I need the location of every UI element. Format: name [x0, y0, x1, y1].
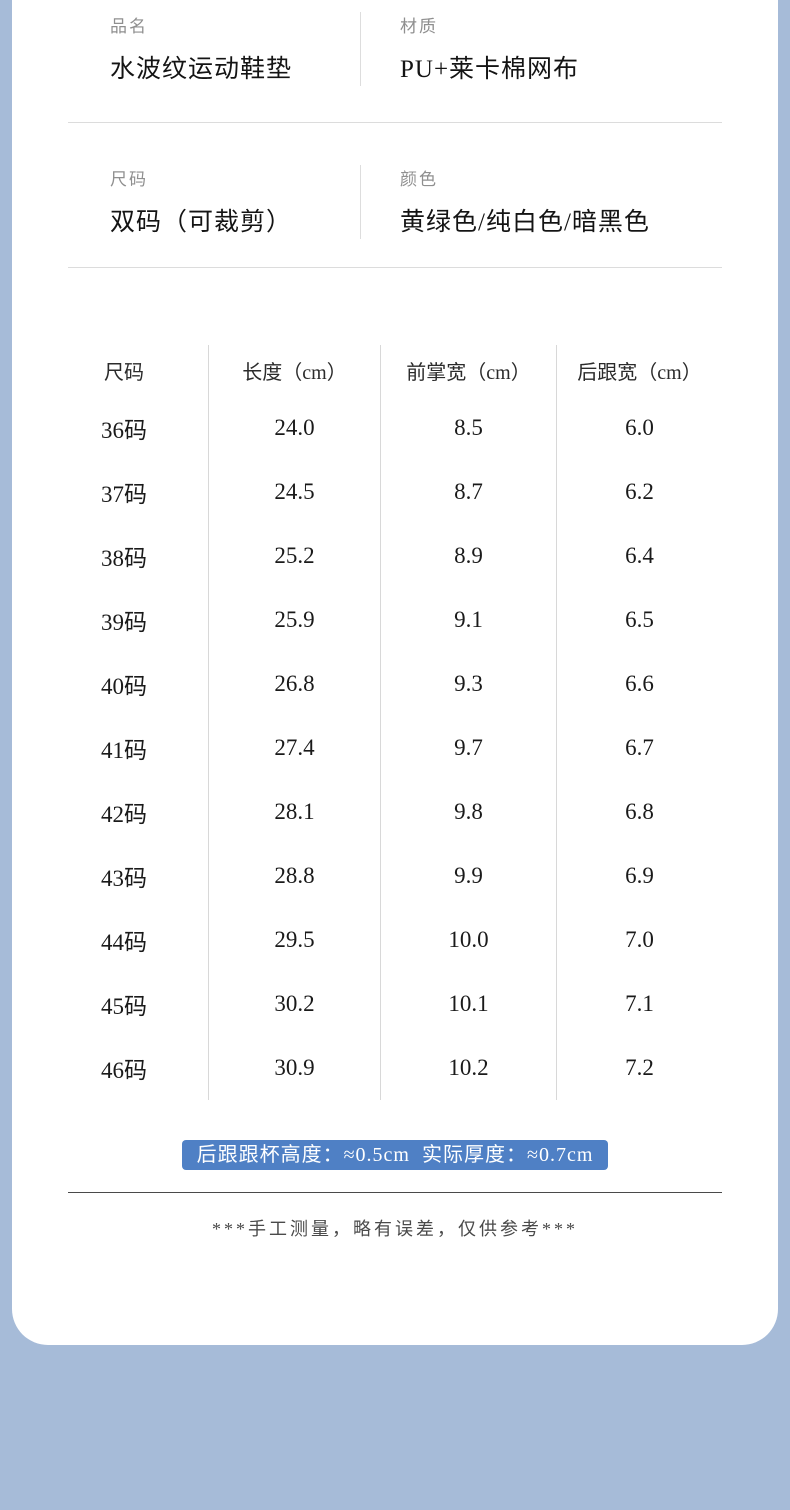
table-cell: 25.9: [208, 588, 380, 652]
table-cell: 27.4: [208, 716, 380, 780]
table-cell: 6.4: [556, 524, 722, 588]
table-cell: 36码: [101, 418, 147, 443]
size-table: 尺码 长度（cm） 前掌宽（cm） 后跟宽（cm） 36码 24.0 8.5 6.0 3…: [68, 345, 722, 1100]
header-forefoot-width: 前掌宽（cm）: [380, 345, 556, 396]
table-row: 46码 30.9 10.2 7.2: [68, 1036, 722, 1100]
table-cell: 42码: [101, 802, 147, 827]
header-length: 长度（cm）: [208, 345, 380, 396]
size-value: 双码（可裁剪）: [110, 209, 293, 236]
table-cell: 10.0: [380, 908, 556, 972]
table-cell: 30.9: [208, 1036, 380, 1100]
table-cell: 25.2: [208, 524, 380, 588]
info-cell-color: 颜色 黄绿色/纯白色/暗黑色: [361, 165, 650, 238]
table-cell: 10.1: [380, 972, 556, 1036]
table-cell: 8.7: [380, 460, 556, 524]
product-name-label: 品名: [110, 17, 148, 36]
table-cell: 45码: [101, 994, 147, 1019]
table-cell: 37码: [101, 482, 147, 507]
table-row: 43码 28.8 9.9 6.9: [68, 844, 722, 908]
table-cell: 28.8: [208, 844, 380, 908]
info-row-name-material: 品名 水波纹运动鞋垫 材质 PU+莱卡棉网布: [12, 0, 778, 122]
table-cell: 7.0: [556, 908, 722, 972]
table-row: 39码 25.9 9.1 6.5: [68, 588, 722, 652]
info-cell-size: 尺码 双码（可裁剪）: [110, 165, 360, 238]
vertical-divider: [360, 12, 361, 86]
table-row: 42码 28.1 9.8 6.8: [68, 780, 722, 844]
table-cell: 44码: [101, 930, 147, 955]
table-cell: 9.7: [380, 716, 556, 780]
horizontal-divider: [68, 122, 722, 123]
table-cell: 9.8: [380, 780, 556, 844]
color-label: 颜色: [400, 170, 438, 189]
table-cell: 40码: [101, 674, 147, 699]
header-heel-width: 后跟宽（cm）: [556, 345, 722, 396]
table-cell: 6.0: [556, 396, 722, 460]
info-cell-product-name: 品名 水波纹运动鞋垫: [110, 12, 360, 85]
table-cell: 7.1: [556, 972, 722, 1036]
table-row: 40码 26.8 9.3 6.6: [68, 652, 722, 716]
table-row: 41码 27.4 9.7 6.7: [68, 716, 722, 780]
table-cell: 6.9: [556, 844, 722, 908]
table-cell: 7.2: [556, 1036, 722, 1100]
table-row: 38码 25.2 8.9 6.4: [68, 524, 722, 588]
vertical-divider: [360, 165, 361, 239]
table-cell: 6.2: [556, 460, 722, 524]
table-cell: 6.8: [556, 780, 722, 844]
size-label: 尺码: [110, 170, 148, 189]
table-cell: 30.2: [208, 972, 380, 1036]
table-row: 45码 30.2 10.1 7.1: [68, 972, 722, 1036]
table-cell: 24.0: [208, 396, 380, 460]
material-label: 材质: [400, 17, 438, 36]
measurement-disclaimer: ***手工测量，略有误差，仅供参考***: [212, 1219, 578, 1239]
material-value: PU+莱卡棉网布: [400, 56, 580, 83]
table-cell: 38码: [101, 546, 147, 571]
table-row: 36码 24.0 8.5 6.0: [68, 396, 722, 460]
horizontal-divider-dark: [68, 1192, 722, 1193]
table-cell: 10.2: [380, 1036, 556, 1100]
badge-container: 后跟跟杯高度：≈0.5cm 实际厚度：≈0.7cm: [12, 1140, 778, 1170]
size-table-header: 尺码 长度（cm） 前掌宽（cm） 后跟宽（cm）: [68, 345, 722, 396]
table-cell: 9.9: [380, 844, 556, 908]
product-name-value: 水波纹运动鞋垫: [110, 56, 293, 83]
heel-cup-note-badge: 后跟跟杯高度：≈0.5cm 实际厚度：≈0.7cm: [181, 1140, 609, 1170]
table-cell: 9.3: [380, 652, 556, 716]
table-cell: 29.5: [208, 908, 380, 972]
product-spec-card: 品名 水波纹运动鞋垫 材质 PU+莱卡棉网布 尺码 双码（可裁剪） 颜色 黄绿色…: [12, 0, 778, 1345]
info-cell-material: 材质 PU+莱卡棉网布: [361, 12, 579, 85]
table-cell: 28.1: [208, 780, 380, 844]
table-row: 44码 29.5 10.0 7.0: [68, 908, 722, 972]
table-cell: 6.5: [556, 588, 722, 652]
table-cell: 6.7: [556, 716, 722, 780]
table-cell: 9.1: [380, 588, 556, 652]
table-cell: 8.5: [380, 396, 556, 460]
table-cell: 6.6: [556, 652, 722, 716]
table-cell: 39码: [101, 610, 147, 635]
table-cell: 46码: [101, 1058, 147, 1083]
table-cell: 43码: [101, 866, 147, 891]
color-value: 黄绿色/纯白色/暗黑色: [400, 209, 650, 236]
table-cell: 26.8: [208, 652, 380, 716]
table-cell: 24.5: [208, 460, 380, 524]
info-row-size-color: 尺码 双码（可裁剪） 颜色 黄绿色/纯白色/暗黑色: [12, 123, 778, 267]
horizontal-divider: [68, 267, 722, 268]
table-cell: 41码: [101, 738, 147, 763]
table-cell: 8.9: [380, 524, 556, 588]
size-table-body: 36码 24.0 8.5 6.0 37码 24.5 8.7 6.2 38码 25.2 8.9 6.4 3…: [68, 396, 722, 1100]
header-size: 尺码: [104, 362, 144, 384]
table-row: 37码 24.5 8.7 6.2: [68, 460, 722, 524]
